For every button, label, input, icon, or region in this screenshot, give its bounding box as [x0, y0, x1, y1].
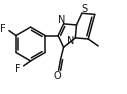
Text: F: F — [15, 64, 20, 74]
Text: N: N — [67, 36, 74, 46]
Text: O: O — [54, 71, 61, 81]
Text: F: F — [0, 24, 6, 34]
Text: S: S — [82, 4, 88, 14]
Text: N: N — [58, 15, 65, 25]
